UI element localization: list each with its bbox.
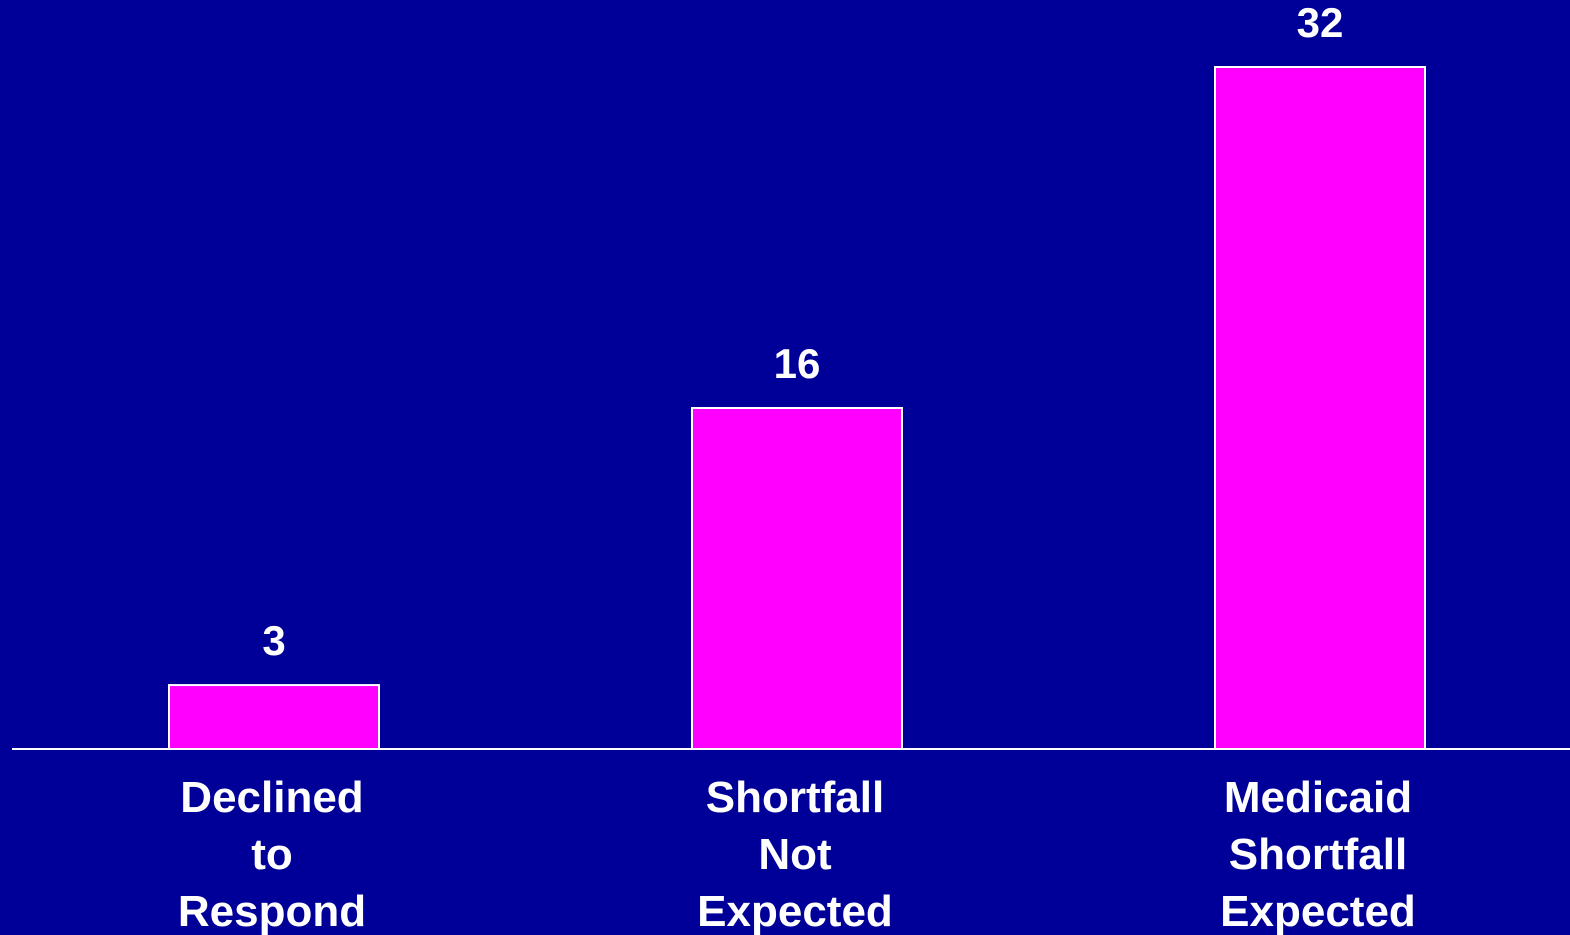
- category-label-2-line-2: Not: [758, 830, 832, 879]
- value-labels-group: 3 16 32: [262, 0, 1343, 664]
- bars-group: [168, 66, 1426, 750]
- category-label-3-line-1: Medicaid: [1224, 773, 1412, 822]
- bar-3: [1214, 66, 1426, 750]
- category-label-1-line-1: Declined: [180, 773, 363, 822]
- category-label-3-line-2: Shortfall: [1229, 830, 1407, 879]
- category-labels-group: Declined to Respond Shortfall Not Expected Med…: [178, 773, 1416, 935]
- category-label-1-line-2: to: [251, 830, 293, 879]
- bar-1: [168, 684, 380, 750]
- category-label-1-line-3: Respond: [178, 887, 366, 935]
- category-label-2-line-1: Shortfall: [706, 773, 884, 822]
- value-label-2: 16: [774, 340, 821, 387]
- bar-2: [691, 407, 903, 750]
- category-label-3-line-3: Expected: [1220, 887, 1416, 935]
- category-label-2-line-3: Expected: [697, 887, 893, 935]
- value-label-1: 3: [262, 617, 285, 664]
- value-label-3: 32: [1297, 0, 1344, 46]
